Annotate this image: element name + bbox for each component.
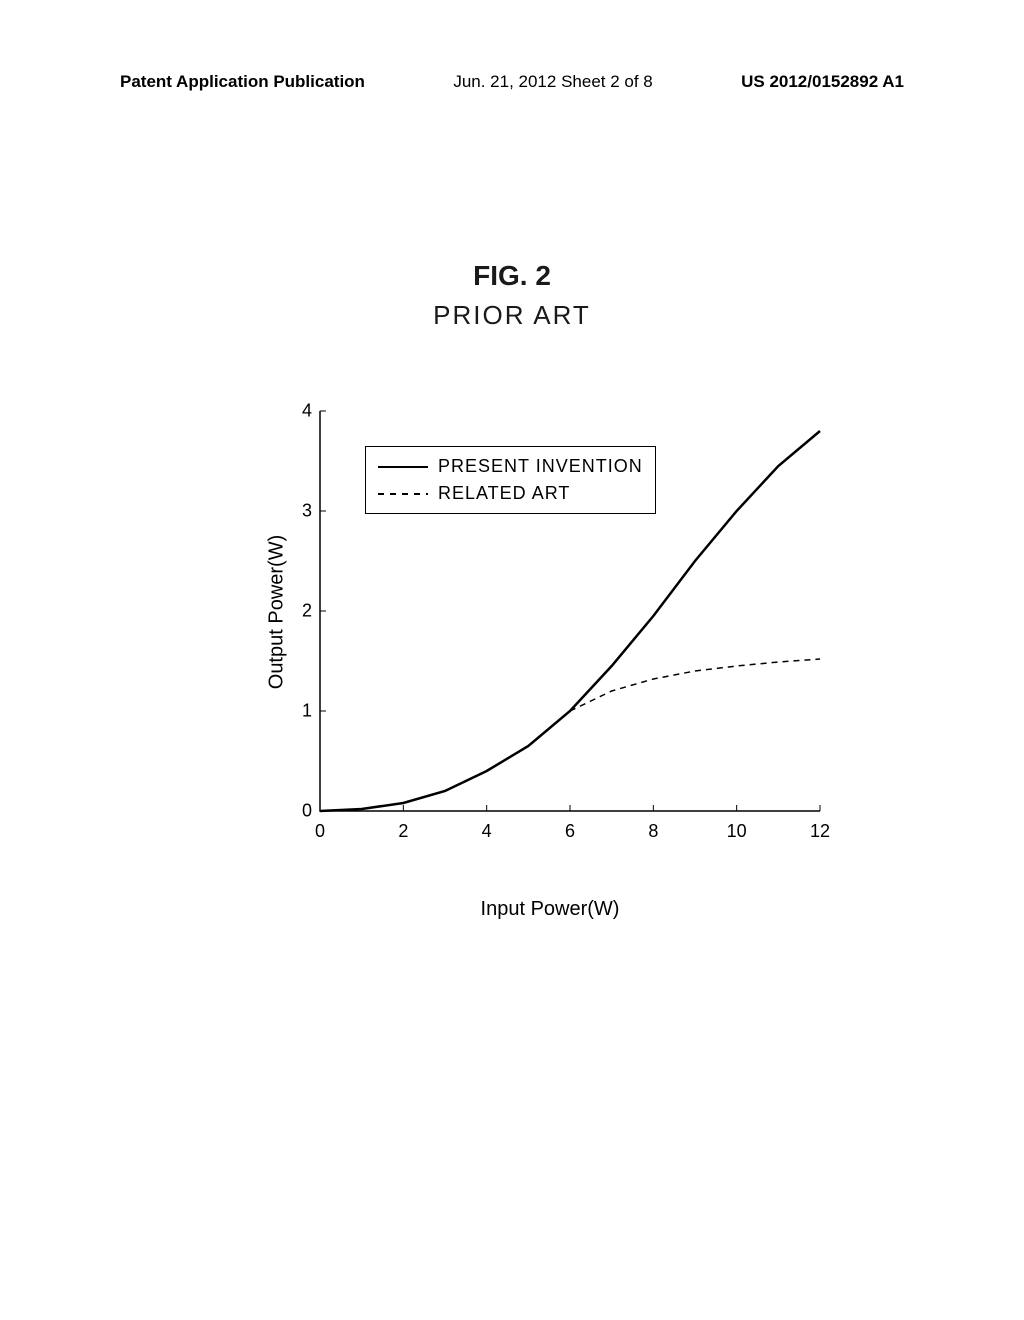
x-tick-label: 4 (482, 821, 492, 842)
figure-title: FIG. 2 (0, 260, 1024, 292)
y-tick-label: 4 (292, 401, 312, 422)
legend-swatch-dashed (378, 493, 428, 495)
header-publication: Patent Application Publication (120, 72, 365, 92)
legend-label-present: PRESENT INVENTION (438, 453, 643, 480)
figure-container: FIG. 2 PRIOR ART Output Power(W) Input P… (0, 260, 1024, 871)
header-patent-number: US 2012/0152892 A1 (741, 72, 904, 92)
chart-wrapper: Output Power(W) Input Power(W) PRESENT I… (260, 391, 840, 871)
legend-label-related: RELATED ART (438, 480, 570, 507)
y-tick-label: 1 (292, 701, 312, 722)
x-tick-label: 2 (398, 821, 408, 842)
x-tick-label: 0 (315, 821, 325, 842)
page-header: Patent Application Publication Jun. 21, … (0, 72, 1024, 92)
figure-subtitle: PRIOR ART (0, 300, 1024, 331)
x-tick-label: 10 (727, 821, 747, 842)
x-tick-label: 8 (648, 821, 658, 842)
x-tick-label: 6 (565, 821, 575, 842)
chart-legend: PRESENT INVENTION RELATED ART (365, 446, 656, 514)
series-related_art (570, 659, 820, 711)
y-tick-label: 0 (292, 801, 312, 822)
y-tick-label: 2 (292, 601, 312, 622)
legend-item-related: RELATED ART (378, 480, 643, 507)
x-tick-label: 12 (810, 821, 830, 842)
legend-swatch-solid (378, 466, 428, 468)
y-tick-label: 3 (292, 501, 312, 522)
legend-item-present: PRESENT INVENTION (378, 453, 643, 480)
x-axis-label: Input Power(W) (481, 898, 620, 921)
y-axis-label: Output Power(W) (266, 535, 289, 689)
header-date-sheet: Jun. 21, 2012 Sheet 2 of 8 (453, 72, 652, 92)
